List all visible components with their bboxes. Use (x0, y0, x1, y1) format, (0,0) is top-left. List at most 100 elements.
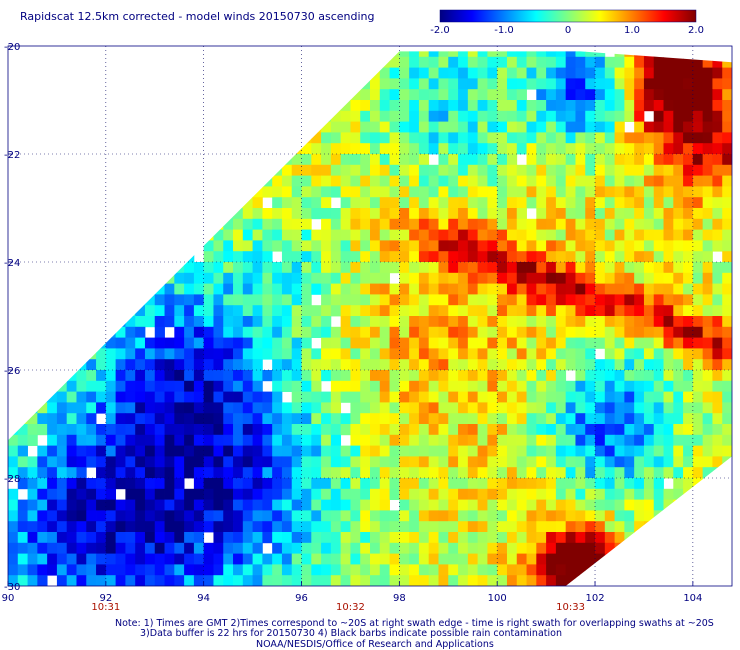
heatmap-cell (96, 154, 107, 166)
heatmap-cell (86, 154, 97, 166)
heatmap-cell (242, 316, 253, 328)
heatmap-cell (233, 89, 244, 101)
heatmap-cell (477, 175, 488, 187)
heatmap-cell (86, 542, 97, 554)
heatmap-cell (66, 467, 77, 479)
heatmap-cell (164, 445, 175, 457)
heatmap-cell (506, 521, 518, 533)
heatmap-cell (673, 413, 684, 425)
heatmap-cell (56, 294, 68, 306)
heatmap-cell (144, 348, 156, 360)
heatmap-cell (595, 218, 606, 230)
heatmap-cell (125, 499, 136, 511)
heatmap-cell (379, 294, 390, 306)
heatmap-cell (252, 575, 263, 586)
heatmap-cell (604, 488, 615, 500)
heatmap-cell (174, 121, 185, 133)
heatmap-cell (233, 337, 244, 349)
heatmap-cell (546, 488, 557, 500)
heatmap-cell (526, 564, 537, 576)
heatmap-cell (281, 478, 293, 490)
heatmap-cell (125, 143, 136, 155)
heatmap-cell (144, 262, 156, 274)
heatmap-cell (242, 164, 253, 176)
heatmap-cell (56, 67, 68, 79)
heatmap-cell (105, 348, 117, 360)
heatmap-cell (76, 532, 87, 544)
heatmap-cell (242, 121, 253, 133)
heatmap-cell (467, 262, 479, 274)
heatmap-cell (653, 100, 664, 112)
heatmap-cell (702, 348, 713, 360)
heatmap-cell (673, 402, 684, 414)
heatmap-cell (458, 564, 469, 576)
heatmap-cell (291, 132, 302, 144)
heatmap-cell (702, 262, 713, 274)
heatmap-cell (144, 240, 156, 252)
heatmap-cell (536, 391, 547, 403)
heatmap-cell (252, 272, 263, 284)
heatmap-cell (193, 553, 205, 565)
heatmap-cell (663, 154, 674, 166)
heatmap-cell (379, 100, 390, 112)
heatmap-cell (27, 553, 38, 565)
heatmap-cell (399, 424, 410, 436)
heatmap-cell (125, 467, 136, 479)
heatmap-cell (27, 326, 38, 338)
heatmap-cell (712, 283, 723, 295)
heatmap-cell (125, 391, 136, 403)
heatmap-cell (330, 456, 342, 468)
heatmap-cell (27, 67, 38, 79)
heatmap-cell (144, 100, 156, 112)
heatmap-cell (105, 110, 117, 122)
heatmap-cell (223, 424, 234, 436)
heatmap-cell (536, 175, 547, 187)
heatmap-cell (57, 586, 67, 597)
heatmap-cell (56, 78, 68, 90)
heatmap-cell (203, 186, 214, 198)
heatmap-cell (184, 564, 195, 576)
heatmap-cell (272, 132, 283, 144)
heatmap-cell (125, 456, 136, 468)
heatmap-cell (555, 359, 567, 371)
heatmap-cell (340, 391, 351, 403)
heatmap-cell (604, 337, 615, 349)
heatmap-cell (692, 326, 704, 338)
heatmap-cell (37, 89, 48, 101)
heatmap-cell (643, 229, 655, 241)
heatmap-cell (76, 294, 87, 306)
heatmap-cell (76, 542, 87, 554)
heatmap-cell (692, 542, 704, 554)
heatmap-cell (96, 316, 107, 328)
heatmap-cell (663, 51, 674, 58)
heatmap-cell (47, 499, 58, 511)
heatmap-cell (213, 283, 224, 295)
heatmap-cell (663, 218, 674, 230)
heatmap-cell (536, 272, 547, 284)
heatmap-cell (193, 51, 205, 58)
heatmap-cell (497, 283, 508, 295)
heatmap-cell (252, 564, 263, 576)
heatmap-cell (546, 67, 557, 79)
heatmap-cell (135, 316, 146, 328)
heatmap-cell (438, 132, 449, 144)
heatmap-cell (438, 251, 449, 263)
heatmap-cell (17, 532, 28, 544)
heatmap-cell (86, 575, 97, 586)
heatmap-cell (399, 456, 410, 468)
heatmap-cell (37, 110, 48, 122)
heatmap-cell (350, 100, 361, 112)
heatmap-cell (272, 262, 283, 274)
heatmap-cell (242, 478, 253, 490)
heatmap-cell (683, 143, 694, 155)
heatmap-cell (595, 143, 606, 155)
heatmap-cell (272, 154, 283, 166)
heatmap-cell (604, 251, 615, 263)
heatmap-cell (86, 121, 97, 133)
heatmap-cell (624, 262, 635, 274)
heatmap-cell (242, 283, 253, 295)
heatmap-cell (683, 186, 694, 198)
heatmap-cell (702, 154, 713, 166)
heatmap-cell (281, 564, 293, 576)
heatmap-cell (575, 305, 586, 317)
